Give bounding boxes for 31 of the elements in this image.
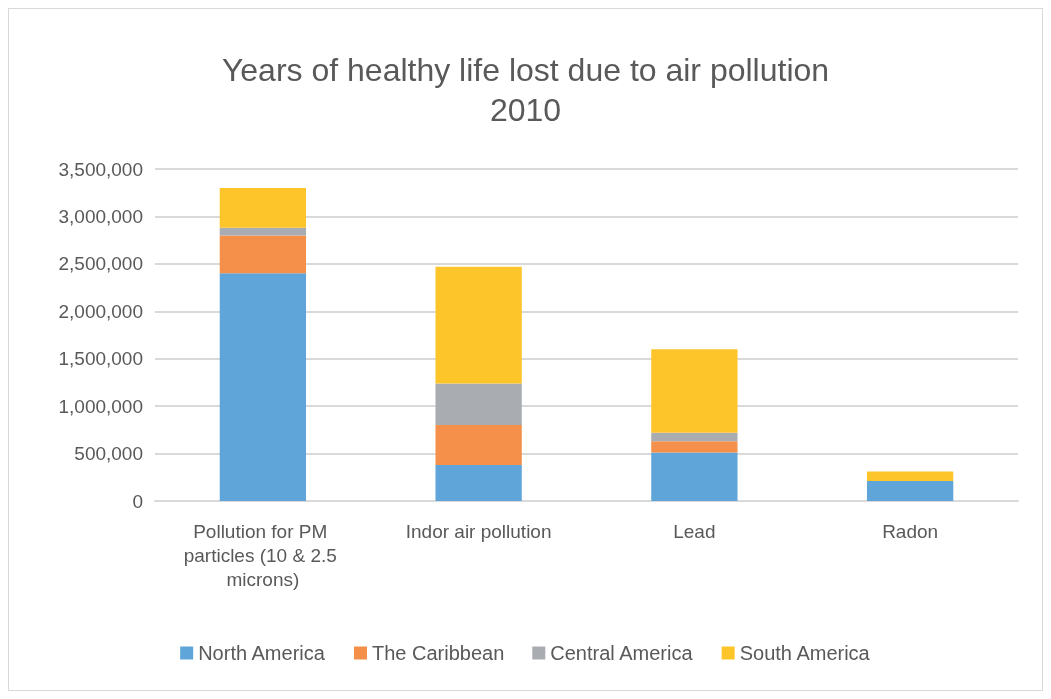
y-tick-label: 3,500,000 bbox=[58, 158, 143, 180]
y-tick-label: 1,000,000 bbox=[58, 395, 143, 417]
y-tick-label: 500,000 bbox=[74, 443, 143, 465]
x-tick-label: Radon bbox=[882, 520, 939, 542]
bar bbox=[866, 481, 954, 501]
y-tick-label: 1,500,000 bbox=[58, 348, 143, 370]
bar bbox=[435, 266, 522, 384]
legend-label: North America bbox=[198, 642, 326, 664]
legend-label: Central America bbox=[550, 642, 694, 664]
bar bbox=[219, 235, 307, 274]
bar bbox=[435, 464, 522, 501]
bar bbox=[651, 432, 738, 442]
y-tick-label: 0 bbox=[132, 490, 143, 512]
bar bbox=[866, 471, 954, 482]
bar bbox=[435, 425, 522, 465]
x-tick-label: Pollution for PM particles (10 & 2.5 microns) bbox=[183, 520, 343, 590]
y-tick-label: 2,000,000 bbox=[58, 300, 143, 322]
bar bbox=[651, 452, 738, 501]
bar bbox=[219, 187, 307, 228]
legend-label: South America bbox=[739, 642, 871, 664]
x-tick-label: Indor air pollution bbox=[405, 520, 552, 542]
bar bbox=[651, 349, 738, 433]
bar bbox=[435, 383, 522, 426]
chart-title: Years of healthy life lost due to air pollution 2010 bbox=[221, 52, 830, 128]
bar bbox=[219, 273, 307, 501]
bar bbox=[651, 441, 738, 453]
x-tick-label: Lead bbox=[673, 520, 716, 542]
legend-label: The Caribbean bbox=[371, 642, 505, 664]
bar bbox=[219, 227, 307, 236]
y-tick-label: 3,000,000 bbox=[58, 205, 143, 227]
y-tick-label: 2,500,000 bbox=[58, 253, 143, 275]
